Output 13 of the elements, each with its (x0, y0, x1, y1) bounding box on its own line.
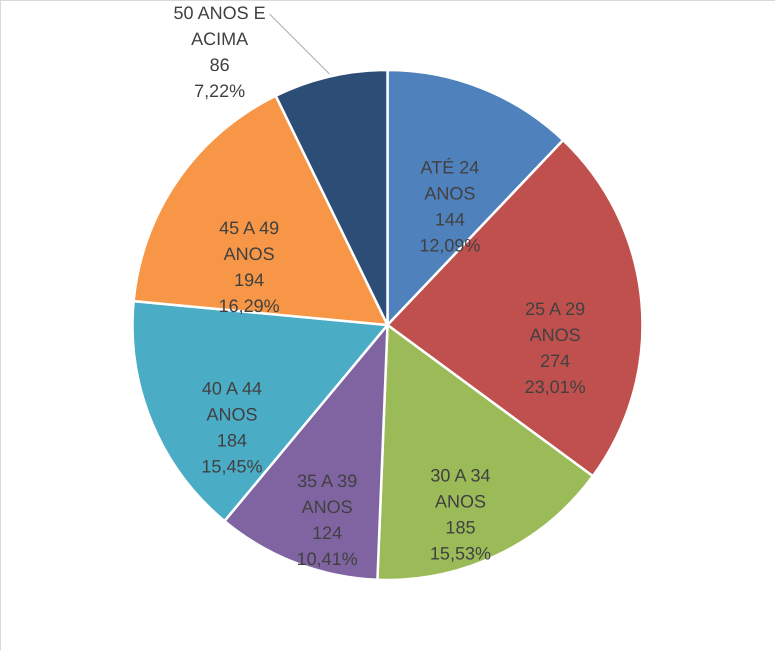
slice-label: 50 ANOS E ACIMA (174, 3, 266, 50)
slice-label: ATÉ 24 ANOS (420, 158, 480, 204)
slice-label: 35 A 39 ANOS (297, 471, 358, 518)
data-label: 194 16,29% (218, 270, 280, 316)
data-label: 86 7,22% (194, 55, 246, 102)
data-label: 124 10,41% (296, 523, 358, 570)
data-label: 274 23,01% (524, 351, 586, 398)
slice-label: 30 A 34 ANOS (430, 466, 490, 512)
slice-label: 45 A 49 ANOS (219, 218, 280, 264)
data-label: 184 15,45% (201, 430, 262, 476)
data-label: 185 15,53% (430, 518, 491, 564)
slice-label: 25 A 29 ANOS (525, 299, 586, 346)
slice-label: 40 A 44 ANOS (202, 378, 262, 424)
